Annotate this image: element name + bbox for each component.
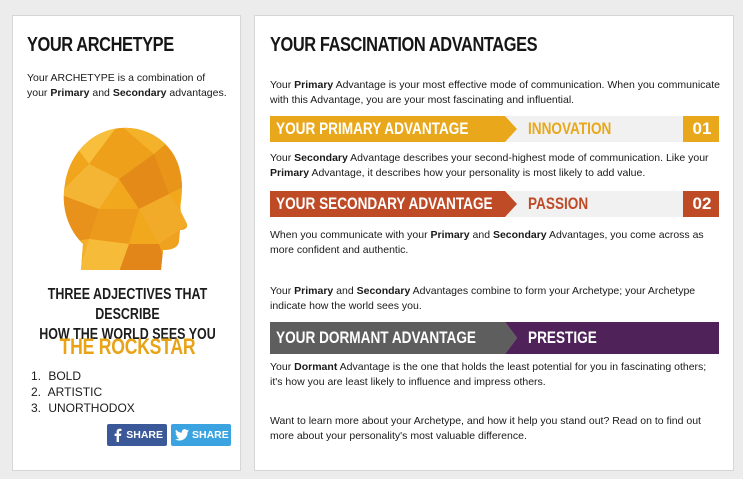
- list-item: 1. BOLD: [31, 369, 82, 383]
- secondary-advantage-value: PASSION: [528, 194, 589, 213]
- twitter-icon: [175, 428, 189, 442]
- dormant-advantage-bar: YOUR DORMANT ADVANTAGE PRESTIGE: [270, 322, 719, 354]
- adjective-list: 1. BOLD 2. ARTISTIC 3. UNORTHODOX: [31, 368, 135, 416]
- dormant-advantage-label: YOUR DORMANT ADVANTAGE: [276, 328, 476, 347]
- facebook-share-button[interactable]: SHARE: [107, 424, 167, 446]
- learn-more-text: Want to learn more about your Archetype,…: [270, 415, 701, 442]
- primary-advantage-bar: YOUR PRIMARY ADVANTAGE INNOVATION 01: [270, 116, 719, 142]
- primary-description: Your Primary Advantage is your most effe…: [270, 79, 720, 106]
- advantages-heading: YOUR FASCINATION ADVANTAGES: [270, 34, 538, 56]
- advantages-panel: YOUR FASCINATION ADVANTAGES Your Primary…: [254, 15, 734, 471]
- archetype-panel: YOUR ARCHETYPE Your ARCHETYPE is a combi…: [12, 15, 241, 471]
- facebook-icon: [111, 428, 123, 442]
- archetype-name: THE ROCKSTAR: [59, 334, 196, 359]
- dormant-bar-shape: [270, 322, 719, 354]
- dormant-advantage-value: PRESTIGE: [528, 328, 597, 347]
- head-silhouette-icon: [63, 127, 188, 270]
- primary-advantage-rank: 01: [692, 119, 712, 138]
- primary-bar-shape: [270, 116, 719, 142]
- primary-advantage-label: YOUR PRIMARY ADVANTAGE: [276, 119, 469, 138]
- combined-description: When you communicate with your Primary a…: [270, 229, 704, 256]
- list-item: 3. UNORTHODOX: [31, 401, 135, 415]
- archetype-description: Your Primary and Secondary Advantages co…: [270, 285, 696, 312]
- secondary-advantage-label: YOUR SECONDARY ADVANTAGE: [276, 194, 493, 213]
- secondary-description: Your Secondary Advantage describes your …: [270, 152, 709, 179]
- list-item: 2. ARTISTIC: [31, 385, 103, 399]
- secondary-advantage-bar: YOUR SECONDARY ADVANTAGE PASSION 02: [270, 191, 719, 217]
- twitter-share-button[interactable]: SHARE: [171, 424, 231, 446]
- archetype-intro: Your ARCHETYPE is a combination of your …: [27, 72, 227, 99]
- primary-advantage-value: INNOVATION: [528, 119, 612, 138]
- secondary-advantage-rank: 02: [692, 194, 712, 213]
- secondary-bar-shape: [270, 191, 719, 217]
- share-buttons: SHARE SHARE: [107, 424, 231, 446]
- dormant-description: Your Dormant Advantage is the one that h…: [270, 361, 707, 388]
- adjectives-heading: THREE ADJECTIVES THAT DESCRIBE HOW THE W…: [39, 286, 216, 343]
- archetype-heading: YOUR ARCHETYPE: [27, 34, 174, 56]
